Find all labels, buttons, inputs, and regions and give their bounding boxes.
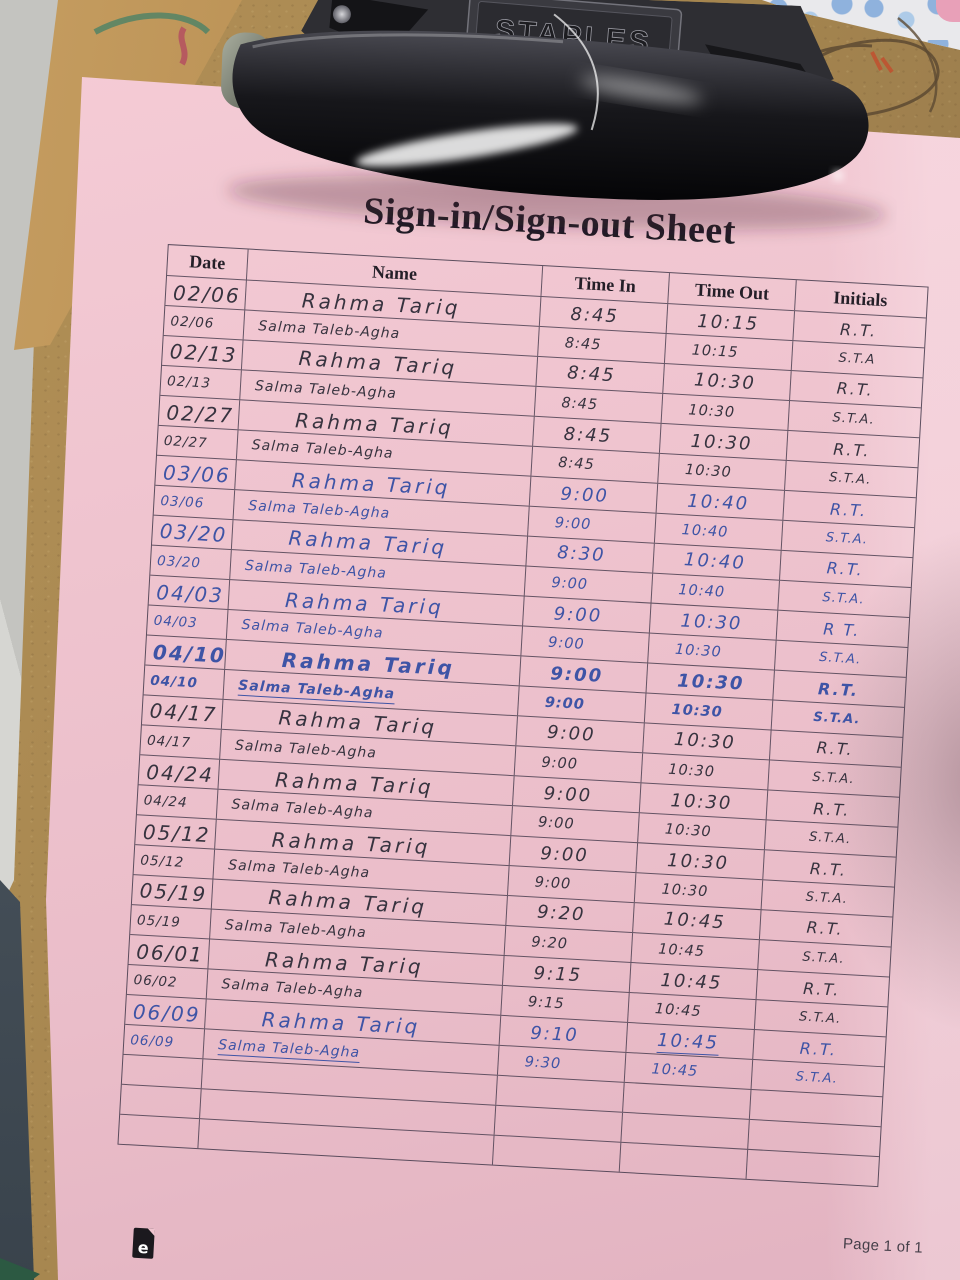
handwriting-date: 02/13	[166, 373, 212, 392]
cell-date: 05/12	[135, 815, 217, 849]
cell-date: 02/27	[158, 395, 241, 430]
handwriting-date: 06/09	[129, 1032, 175, 1051]
handwriting-date: 02/06	[170, 313, 215, 332]
handwriting-date: 04/03	[153, 612, 199, 632]
cell-date: 02/06	[163, 306, 246, 340]
table-body: 02/06 Rahma Tariq 8:45 10:15 R.T. 02/06 Salma …	[118, 275, 926, 1187]
page-number-label: Page 1 of 1	[842, 1235, 924, 1257]
cell-date: 04/24	[136, 785, 219, 819]
handwriting-date: 04/17	[146, 732, 192, 752]
empty-cell	[118, 1114, 201, 1149]
cell-date: 04/10	[143, 665, 226, 699]
cell-date: 03/20	[150, 545, 232, 580]
sheet-content: Sign-in/Sign-out Sheet Date Name Time In…	[14, 77, 960, 1280]
signin-table: Date Name Time In Time Out Initials 02/0…	[117, 244, 929, 1188]
clipboard-clip: STAPLES	[76, 0, 905, 260]
empty-cell	[121, 1054, 204, 1089]
cell-date: 06/02	[126, 964, 209, 999]
cell-date: 06/09	[125, 994, 207, 1029]
e-document-icon: e	[132, 1227, 155, 1259]
empty-cell	[120, 1084, 202, 1119]
handwriting-date: 04/24	[143, 792, 189, 812]
handwriting-date: 05/12	[139, 852, 185, 871]
handwriting-date: 05/19	[136, 912, 182, 931]
e-document-icon-letter: e	[137, 1237, 150, 1258]
pink-object-corner	[936, 0, 960, 22]
cell-date: 02/06	[165, 276, 247, 310]
handwriting-date: 04/17	[148, 698, 219, 727]
cell-date: 06/09	[123, 1024, 206, 1059]
empty-cell	[619, 1142, 749, 1179]
handwriting-date: 02/13	[169, 339, 239, 368]
cell-date: 04/03	[148, 575, 231, 610]
cell-date: 02/13	[160, 365, 242, 400]
handwriting-date: 04/10	[149, 672, 199, 692]
cell-date: 05/19	[130, 905, 212, 939]
empty-cell	[747, 1150, 877, 1186]
clip-rivet-left	[332, 5, 351, 24]
cell-date: 03/20	[152, 515, 234, 550]
handwriting-date: 03/20	[156, 552, 202, 572]
handwriting-date: 03/20	[159, 518, 229, 548]
cell-date: 04/17	[141, 695, 224, 729]
handwriting-date: 03/06	[160, 493, 205, 512]
handwriting-date: 06/02	[133, 972, 178, 991]
cell-date: 03/06	[155, 455, 237, 490]
cell-date: 02/27	[157, 425, 239, 460]
col-header-date: Date	[167, 245, 249, 280]
cell-date: 04/24	[138, 755, 221, 789]
cell-date: 06/01	[128, 935, 211, 969]
cell-date: 03/06	[153, 485, 236, 520]
handwriting-date: 02/27	[163, 432, 209, 452]
cell-date: 04/10	[145, 635, 227, 669]
empty-cell	[492, 1135, 622, 1172]
cell-date: 02/13	[162, 335, 244, 370]
cell-date: 05/19	[131, 875, 214, 909]
cell-date: 04/03	[146, 605, 229, 639]
handwriting-date: 05/19	[138, 878, 208, 907]
cell-date: 05/12	[133, 845, 216, 879]
cell-date: 04/17	[140, 725, 222, 759]
